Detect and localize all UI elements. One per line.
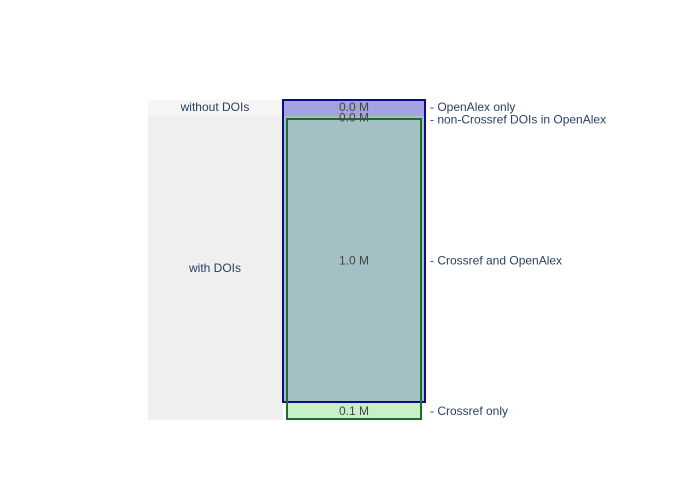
group-label-with-dois: with DOIs [188,261,241,275]
openalex-box-outline [282,99,426,403]
group-band-with-dois [148,116,283,420]
group-labels: without DOIs with DOIs [180,100,250,275]
segment-value-crossref-openalex: 1.0 M [339,254,369,268]
segment-openalex-only [283,100,425,116]
segment-crossref-only [287,402,421,420]
legend-label-1: - non-Crossref DOIs in OpenAlex [430,113,606,127]
crossref-box-outline [286,118,422,420]
legend-label-3: - Crossref only [430,404,508,418]
segment-value-openalex-only: 0.0 M [339,100,369,114]
legend-labels: - OpenAlex only- non-Crossref DOIs in Op… [430,100,606,418]
group-bands [148,100,283,420]
segment-labels: 0.0 M0.0 M 1.0 M 0.1 M [339,100,369,418]
segment-fills [283,100,425,420]
segment-crossref-and-openalex [283,116,425,402]
segment-value-crossref-only: 0.1 M [339,404,369,418]
box-outlines [282,99,426,420]
legend-label-0: - OpenAlex only [430,100,515,114]
group-label-without-dois: without DOIs [180,100,250,114]
group-band-without-dois [148,100,283,116]
legend-label-2: - Crossref and OpenAlex [430,254,562,268]
segment-value-non-crossref: 0.0 M [339,111,369,125]
